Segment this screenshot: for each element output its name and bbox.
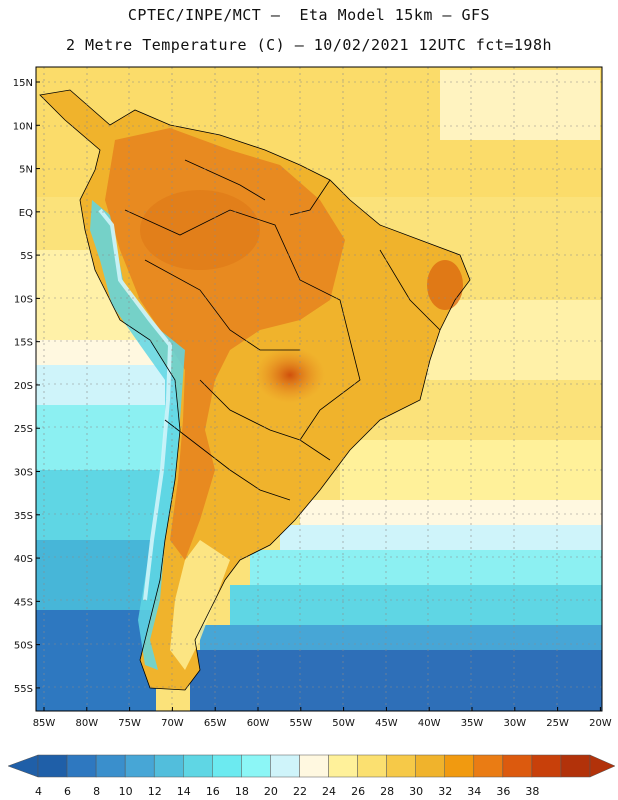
- colorbar-swatch: [241, 755, 270, 777]
- colorbar-swatch: [387, 755, 416, 777]
- lat-label: 55S: [14, 684, 33, 695]
- colorbar-label: 30: [409, 785, 423, 798]
- lon-label: 45W: [375, 718, 398, 729]
- colorbar-swatch: [38, 755, 67, 777]
- colorbar-arrow-left: [8, 755, 38, 777]
- colorbar-swatch: [532, 755, 561, 777]
- lat-label: 5N: [19, 165, 33, 176]
- colorbar-label: 20: [264, 785, 278, 798]
- lat-label: EQ: [19, 208, 33, 219]
- colorbar-swatch: [212, 755, 241, 777]
- lon-label: 70W: [161, 718, 184, 729]
- colorbar-label: 12: [148, 785, 162, 798]
- colorbar-swatch: [503, 755, 532, 777]
- colorbar-label: 26: [351, 785, 365, 798]
- lat-label: 10N: [13, 121, 33, 132]
- lon-label: 40W: [418, 718, 441, 729]
- lon-label: 75W: [118, 718, 141, 729]
- colorbar: 4 6 8 10 12 14 16 18 20 22 24 26 28 30 32 34 36 38: [8, 755, 615, 798]
- colorbar-label: 36: [496, 785, 510, 798]
- colorbar-label: 8: [93, 785, 100, 798]
- temperature-map: 15N 10N 5N EQ 5S 10S 15S 20S 25S 30S 35S 40S 45S 50S 5…: [0, 0, 618, 800]
- lat-label: 10S: [14, 294, 33, 305]
- colorbar-label: 38: [525, 785, 539, 798]
- colorbar-swatch: [416, 755, 445, 777]
- colorbar-swatch: [445, 755, 474, 777]
- colorbar-label: 28: [380, 785, 394, 798]
- lon-label: 85W: [33, 718, 56, 729]
- lat-label: 30S: [14, 468, 33, 479]
- colorbar-label: 32: [438, 785, 452, 798]
- colorbar-label: 22: [293, 785, 307, 798]
- lat-label: 45S: [14, 597, 33, 608]
- colorbar-label: 34: [467, 785, 481, 798]
- colorbar-swatch: [154, 755, 183, 777]
- lon-label: 30W: [503, 718, 526, 729]
- lon-label: 60W: [247, 718, 270, 729]
- colorbar-label: 10: [119, 785, 133, 798]
- lat-label: 25S: [14, 424, 33, 435]
- lat-label: 20S: [14, 381, 33, 392]
- colorbar-arrow-right: [590, 755, 615, 777]
- colorbar-label: 4: [35, 785, 42, 798]
- colorbar-swatch: [358, 755, 387, 777]
- lon-label: 55W: [289, 718, 312, 729]
- colorbar-label: 16: [206, 785, 220, 798]
- colorbar-label: 24: [322, 785, 336, 798]
- colorbar-swatch: [183, 755, 212, 777]
- lon-label: 65W: [204, 718, 227, 729]
- lon-label: 80W: [75, 718, 98, 729]
- colorbar-label: 18: [235, 785, 249, 798]
- lon-label: 25W: [546, 718, 569, 729]
- colorbar-swatch: [474, 755, 503, 777]
- colorbar-label: 6: [64, 785, 71, 798]
- colorbar-swatch: [270, 755, 299, 777]
- lon-label: 50W: [332, 718, 355, 729]
- lat-label: 5S: [20, 251, 33, 262]
- colorbar-swatch: [96, 755, 125, 777]
- colorbar-swatch: [299, 755, 328, 777]
- lat-label: 50S: [14, 641, 33, 652]
- colorbar-swatch: [125, 755, 154, 777]
- lat-label: 35S: [14, 511, 33, 522]
- lon-label: 35W: [461, 718, 484, 729]
- lat-label: 15N: [13, 78, 33, 89]
- colorbar-label: 14: [177, 785, 191, 798]
- colorbar-swatch: [561, 755, 590, 777]
- colorbar-swatch: [67, 755, 96, 777]
- lat-label: 15S: [14, 338, 33, 349]
- lat-label: 40S: [14, 554, 33, 565]
- colorbar-swatch: [329, 755, 358, 777]
- lon-label: 20W: [589, 718, 612, 729]
- map-field: [36, 67, 602, 720]
